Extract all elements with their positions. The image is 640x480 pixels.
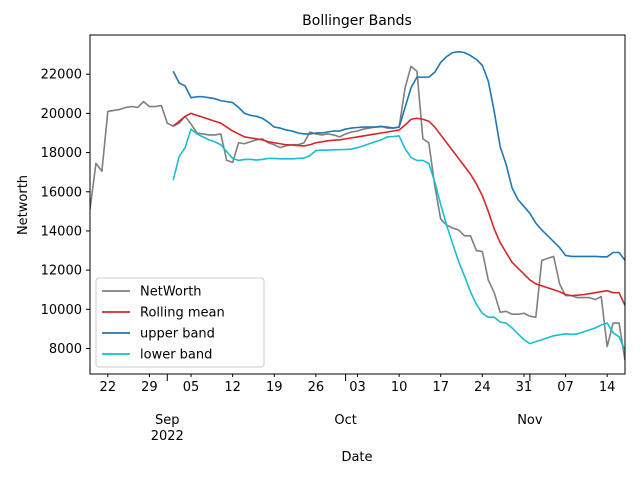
y-tick-label: 12000 <box>41 264 82 279</box>
x-tick-label: 10 <box>391 380 408 395</box>
x-tick-label: 05 <box>183 380 200 395</box>
x-tick-label: 17 <box>432 380 449 395</box>
x-tick-label: 14 <box>599 380 616 395</box>
x-axis-label: Date <box>341 450 372 465</box>
x-major-tick-label: Sep <box>155 413 180 428</box>
y-axis-label: Networth <box>16 175 31 235</box>
series-line-lower-band <box>172 128 625 351</box>
x-major-tick-label: Oct <box>334 413 356 428</box>
x-tick-label: 31 <box>516 380 533 395</box>
y-tick-label: 8000 <box>49 342 82 357</box>
y-axis-ticks: 8000 10000 12000 14000 16000 18000 20000 22000 <box>41 68 90 357</box>
x-major-tick-label: 2022 <box>151 429 184 444</box>
series-line-networth <box>90 65 625 361</box>
legend-label: Rolling mean <box>140 306 225 321</box>
x-tick-label: 19 <box>266 380 283 395</box>
x-tick-label: 12 <box>224 380 241 395</box>
x-tick-label: 26 <box>308 380 325 395</box>
y-tick-label: 16000 <box>41 185 82 200</box>
x-tick-label: 22 <box>100 380 117 395</box>
series-line-upper-band <box>172 50 625 261</box>
series-line-rolling-mean <box>172 112 625 306</box>
x-tick-label: 03 <box>349 380 366 395</box>
y-tick-label: 14000 <box>41 224 82 239</box>
legend-box <box>95 277 265 368</box>
legend-label: NetWorth <box>140 285 202 300</box>
series-lines <box>90 50 625 361</box>
x-tick-label: 29 <box>141 380 158 395</box>
y-tick-label: 22000 <box>41 68 82 83</box>
y-tick-label: 18000 <box>41 146 82 161</box>
chart-title: Bollinger Bands <box>302 13 412 29</box>
x-tick-label: 24 <box>474 380 491 395</box>
x-tick-label: 07 <box>557 380 574 395</box>
legend-label: upper band <box>140 327 215 342</box>
legend-label: lower band <box>140 348 212 363</box>
y-tick-label: 20000 <box>41 107 82 122</box>
y-tick-label: 10000 <box>41 303 82 318</box>
x-major-tick-label: Nov <box>517 413 543 428</box>
legend: NetWorth Rolling mean upper band lower band <box>95 277 265 368</box>
